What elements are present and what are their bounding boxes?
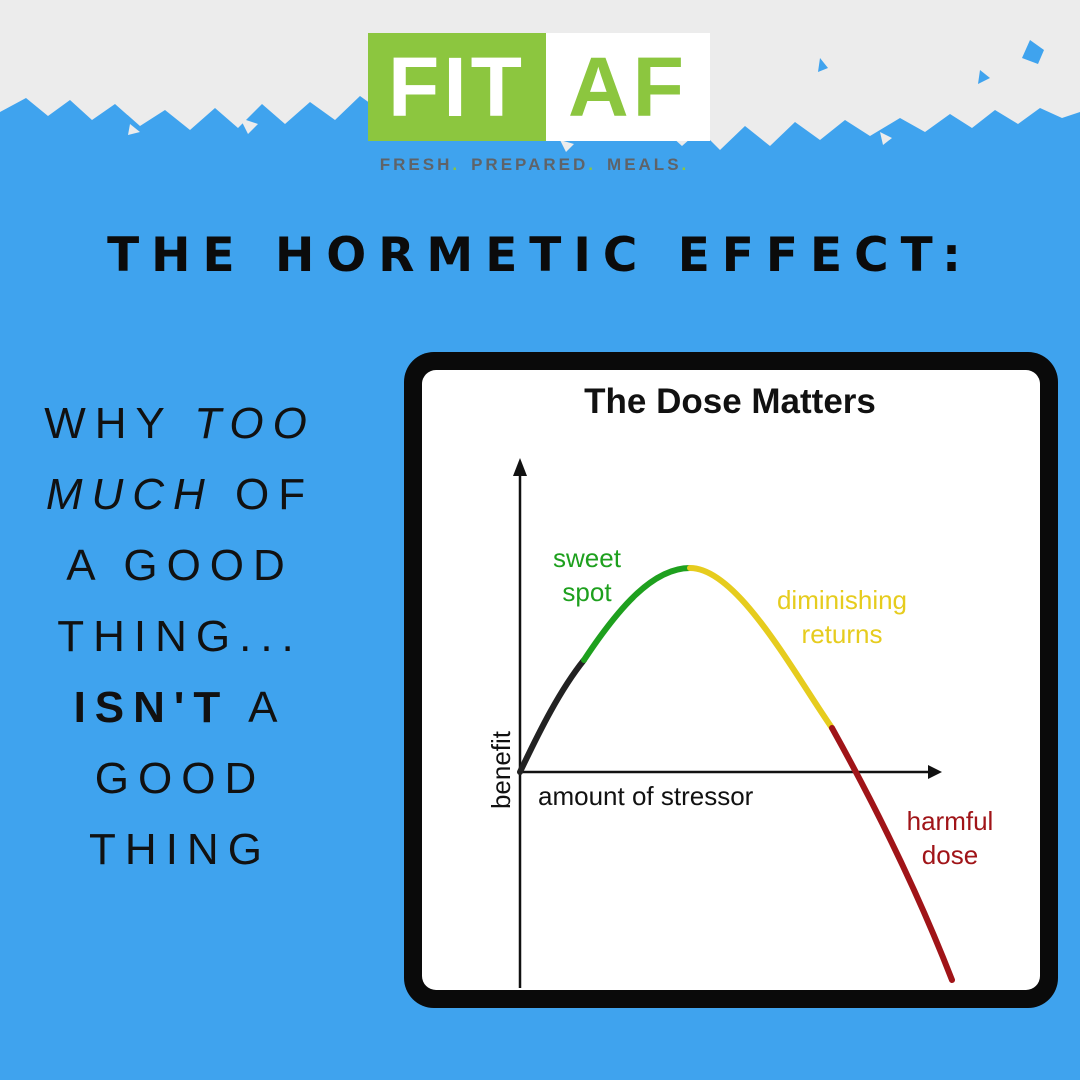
x-axis-label: amount of stressor — [538, 781, 754, 811]
label-diminishing-returns-line1: diminishing — [777, 585, 907, 615]
tagline: FRESH. PREPARED. MEALS. — [0, 155, 1080, 175]
tagline-dot: . — [588, 155, 594, 174]
caption-bold: ISN'T — [73, 683, 230, 732]
y-axis-arrowhead — [513, 458, 527, 476]
curve-segment-sweet-spot — [581, 565, 693, 663]
caption-line: WHY TOO — [20, 388, 340, 459]
logo-fit-text: FIT — [388, 40, 526, 134]
caption-line: A GOOD — [66, 541, 294, 590]
side-caption: WHY TOO MUCH OF A GOOD THING... ISN'T A … — [20, 388, 340, 885]
curve-segment-start — [517, 657, 587, 775]
dose-response-diagram: The Dose Matters benefit amount of stres… — [422, 370, 1040, 990]
caption-text: A — [229, 683, 287, 732]
tagline-word-meals: MEALS — [607, 155, 682, 174]
fit-af-logo: FIT AF — [368, 33, 710, 141]
caption-line: THING... — [57, 612, 303, 661]
caption-emphasis: MUCH — [45, 470, 214, 519]
diagram-title: The Dose Matters — [584, 382, 876, 421]
label-diminishing-returns-line2: returns — [802, 619, 883, 649]
tagline-dot: . — [452, 155, 458, 174]
tagline-word-prepared: PREPARED — [471, 155, 589, 174]
curve-segment-harmful-dose — [829, 725, 955, 983]
caption-line: ISN'T A — [20, 672, 340, 743]
caption-line: MUCH OF — [20, 459, 340, 530]
tagline-dot: . — [681, 155, 687, 174]
caption-text: OF — [213, 470, 315, 519]
curve-segment-diminishing-returns — [687, 565, 835, 731]
y-axis-label: benefit — [486, 730, 516, 809]
diagram-frame: The Dose Matters benefit amount of stres… — [404, 352, 1058, 1008]
tagline-word-fresh: FRESH — [379, 155, 453, 174]
label-sweet-spot-line1: sweet — [553, 543, 622, 573]
x-axis-arrowhead — [928, 765, 942, 779]
page-title: THE HORMETIC EFFECT: — [107, 228, 973, 283]
label-sweet-spot-line2: spot — [562, 577, 612, 607]
caption-text: WHY — [44, 399, 195, 448]
caption-line: GOOD — [94, 754, 266, 803]
caption-emphasis: TOO — [194, 399, 316, 448]
label-harmful-dose-line2: dose — [922, 840, 978, 870]
logo-af-text: AF — [568, 40, 688, 134]
logo-fit-block: FIT — [368, 33, 546, 141]
logo-af-block: AF — [546, 33, 710, 141]
label-harmful-dose-line1: harmful — [907, 806, 994, 836]
caption-line: THING — [89, 825, 271, 874]
